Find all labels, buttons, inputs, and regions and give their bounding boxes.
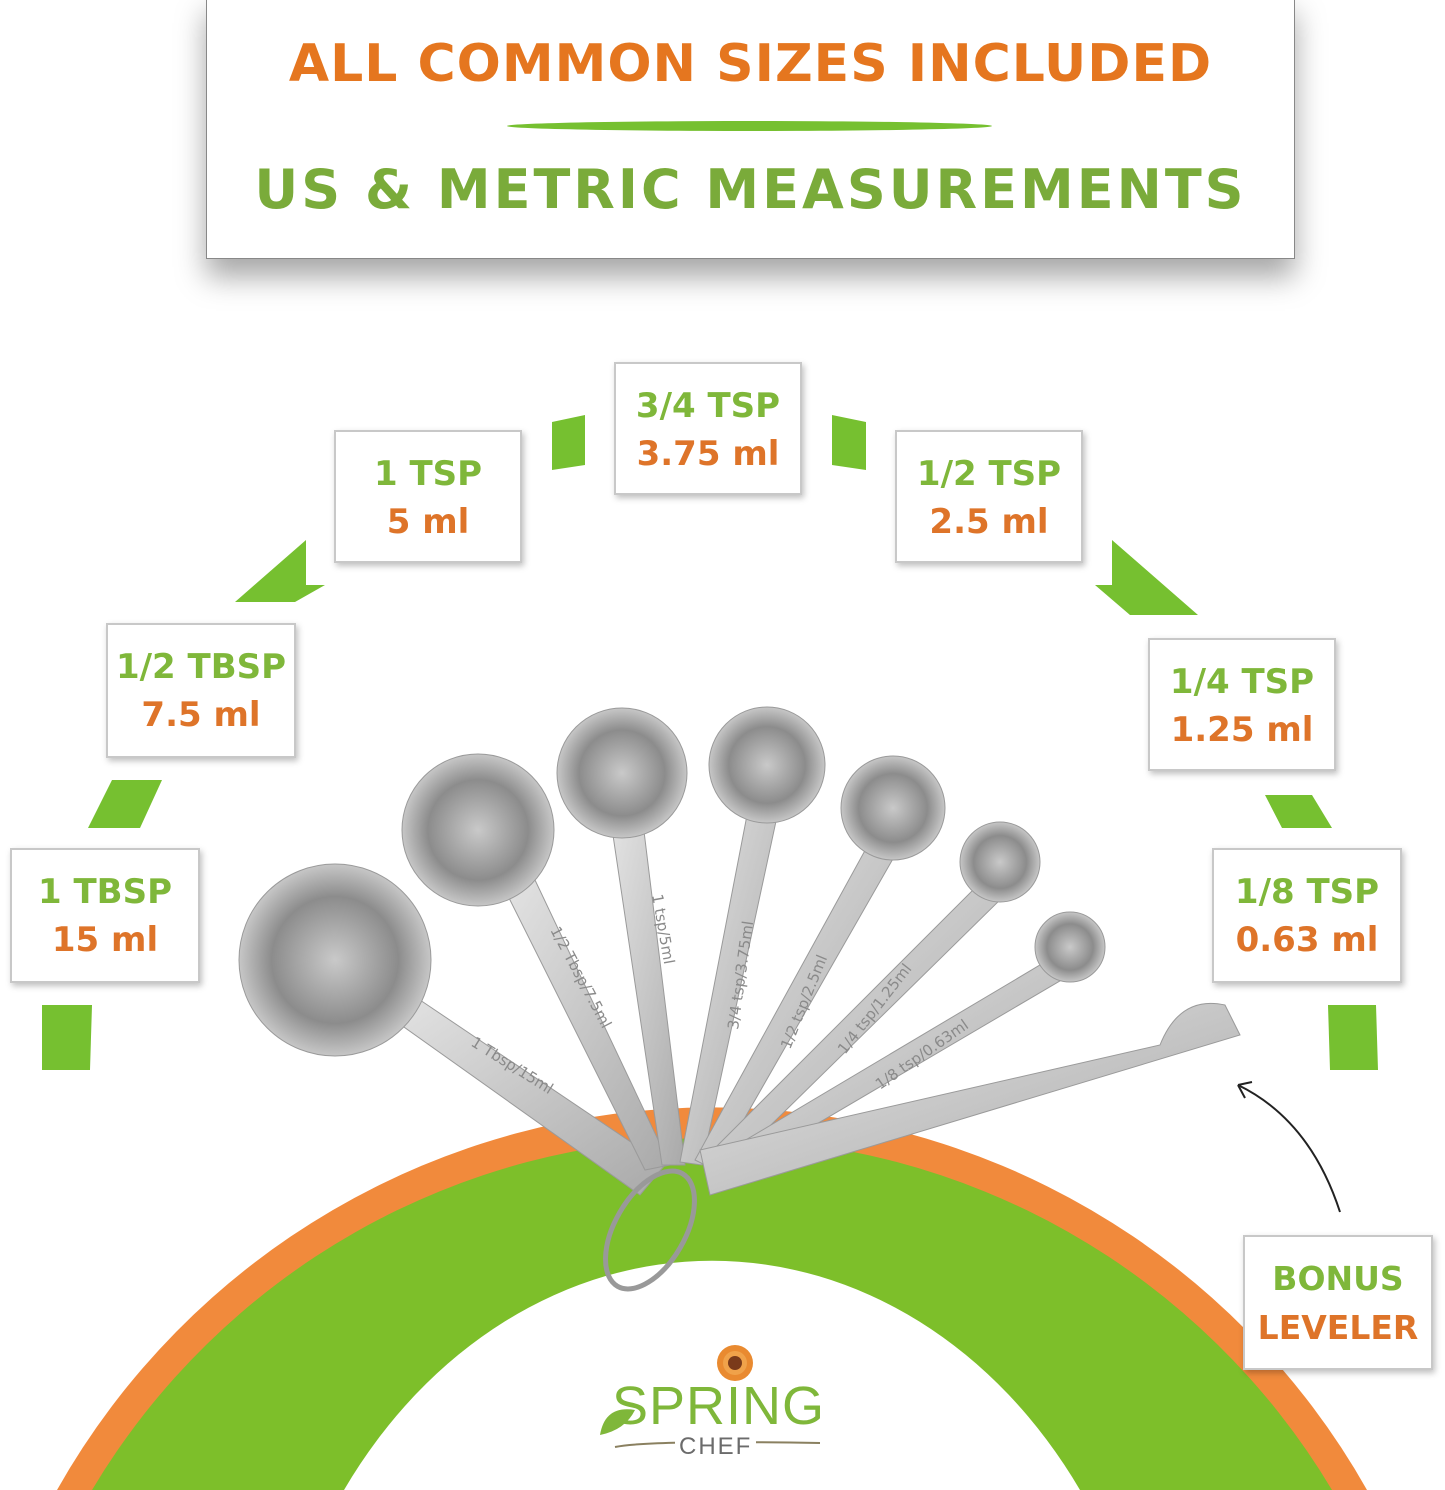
leveler-text: LEVELER xyxy=(1257,1308,1419,1347)
headline: ALL COMMON SIZES INCLUDED xyxy=(288,34,1213,94)
sunflower-icon xyxy=(600,1345,821,1448)
spoon-bowl xyxy=(556,707,688,839)
spoon-bowl xyxy=(238,863,432,1057)
size-label-1-tbsp: 1 TBSP 15 ml xyxy=(10,848,200,983)
metric-size: 3.75 ml xyxy=(636,434,780,474)
key-ring xyxy=(603,1168,697,1292)
subheadline: US & METRIC MEASUREMENTS xyxy=(254,158,1247,221)
metric-size: 15 ml xyxy=(51,920,159,960)
leveler xyxy=(699,1002,1241,1196)
bonus-text: BONUS xyxy=(1272,1259,1404,1298)
background-arcs xyxy=(57,1107,1367,1490)
metric-size: 5 ml xyxy=(386,502,470,542)
spoon-bowl xyxy=(840,755,946,861)
metric-size: 7.5 ml xyxy=(141,695,261,735)
size-label-1-tsp: 1 TSP 5 ml xyxy=(334,430,522,563)
spoon-bowl xyxy=(401,753,555,907)
size-label-half-tsp: 1/2 TSP 2.5 ml xyxy=(895,430,1083,563)
divider xyxy=(507,121,992,131)
size-label-quarter-tsp: 1/4 TSP 1.25 ml xyxy=(1148,638,1336,771)
arc-segments xyxy=(42,415,1378,1070)
engraving: 1/4 tsp/1.25ml xyxy=(834,960,916,1057)
us-size: 3/4 TSP xyxy=(635,386,781,426)
us-size: 1 TSP xyxy=(373,454,483,494)
white-inner-arc xyxy=(344,1260,1080,1490)
spoon-bowl xyxy=(1034,911,1106,983)
us-size: 1/2 TSP xyxy=(916,454,1062,494)
spoon-bowl xyxy=(959,821,1041,903)
us-size: 1 TBSP xyxy=(37,872,172,912)
leaf-icon xyxy=(600,1409,635,1435)
logo-brand: SPRING xyxy=(612,1376,826,1436)
logo-sub: CHEF xyxy=(675,1433,757,1461)
measuring-spoons: 1 Tbsp/15ml 1/2 Tbsp/7.5ml 1 tsp/5ml 3/4… xyxy=(238,706,1241,1292)
metric-size: 0.63 ml xyxy=(1235,920,1379,960)
metric-size: 2.5 ml xyxy=(929,502,1049,542)
us-size: 1/8 TSP xyxy=(1234,872,1380,912)
us-size: 1/4 TSP xyxy=(1169,662,1315,702)
arrow-icon xyxy=(1237,1081,1341,1213)
size-label-half-tbsp: 1/2 TBSP 7.5 ml xyxy=(106,623,296,758)
spoon-bowl xyxy=(708,706,826,824)
size-label-eighth-tsp: 1/8 TSP 0.63 ml xyxy=(1212,848,1402,983)
metric-size: 1.25 ml xyxy=(1170,710,1314,750)
spring-chef-logo: SPRING CHEF xyxy=(590,1335,830,1465)
size-label-three-quarter-tsp: 3/4 TSP 3.75 ml xyxy=(614,362,802,495)
headline-banner: ALL COMMON SIZES INCLUDED US & METRIC ME… xyxy=(206,0,1295,259)
us-size: 1/2 TBSP xyxy=(115,647,287,687)
engraving: 1/8 tsp/0.63ml xyxy=(872,1016,972,1093)
bonus-leveler-label: BONUS LEVELER xyxy=(1243,1235,1433,1370)
